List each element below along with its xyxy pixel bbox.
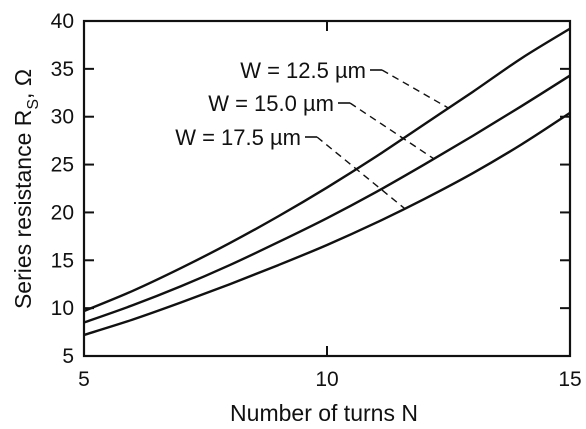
y-tick-label: 40 [51,10,74,33]
x-tick-label: 15 [558,368,581,391]
y-tick-label: 10 [51,297,74,320]
y-axis-label-subscript: S [25,99,42,110]
y-axis-label-tail: , Ω [10,69,36,99]
series-line-1 [83,27,571,313]
series-label-1: W = 12.5 µm [240,58,366,83]
x-axis-ticks: 5 10 15 [78,21,582,391]
y-tick-label: 20 [51,201,74,224]
series-label-2: W = 15.0 µm [208,91,334,116]
series-leader-line-1 [381,69,449,109]
series-labels: W = 12.5 µm W = 15.0 µm W = 17.5 µm [175,58,449,210]
x-axis-label: Number of turns N [230,400,418,426]
y-axis-label: Series resistance RS, Ω [10,69,42,309]
y-tick-label: 15 [51,249,74,272]
y-tick-label: 35 [51,58,74,81]
x-tick-label: 10 [315,368,338,391]
series-label-3: W = 17.5 µm [175,125,301,150]
series-leader-line-2 [349,102,435,160]
series-line-3 [83,111,571,337]
series-lines [83,27,571,337]
series-leader-line-3 [316,136,406,210]
y-axis-label-main: Series resistance R [10,110,36,309]
x-tick-label: 5 [78,368,90,391]
y-axis-ticks: 5 10 15 20 25 30 35 40 [51,10,570,368]
y-tick-label: 25 [51,154,74,177]
y-tick-label: 30 [51,106,74,129]
y-tick-label: 5 [62,345,74,368]
series-line-2 [83,74,571,324]
